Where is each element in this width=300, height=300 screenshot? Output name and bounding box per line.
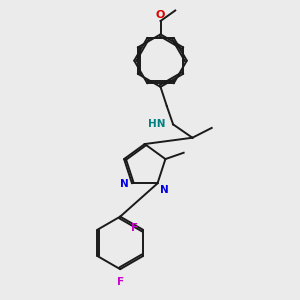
Text: N: N xyxy=(160,185,169,195)
Text: F: F xyxy=(130,223,138,233)
Text: F: F xyxy=(117,277,124,287)
Text: N: N xyxy=(120,179,129,189)
Text: O: O xyxy=(156,10,165,20)
Text: HN: HN xyxy=(148,119,165,129)
